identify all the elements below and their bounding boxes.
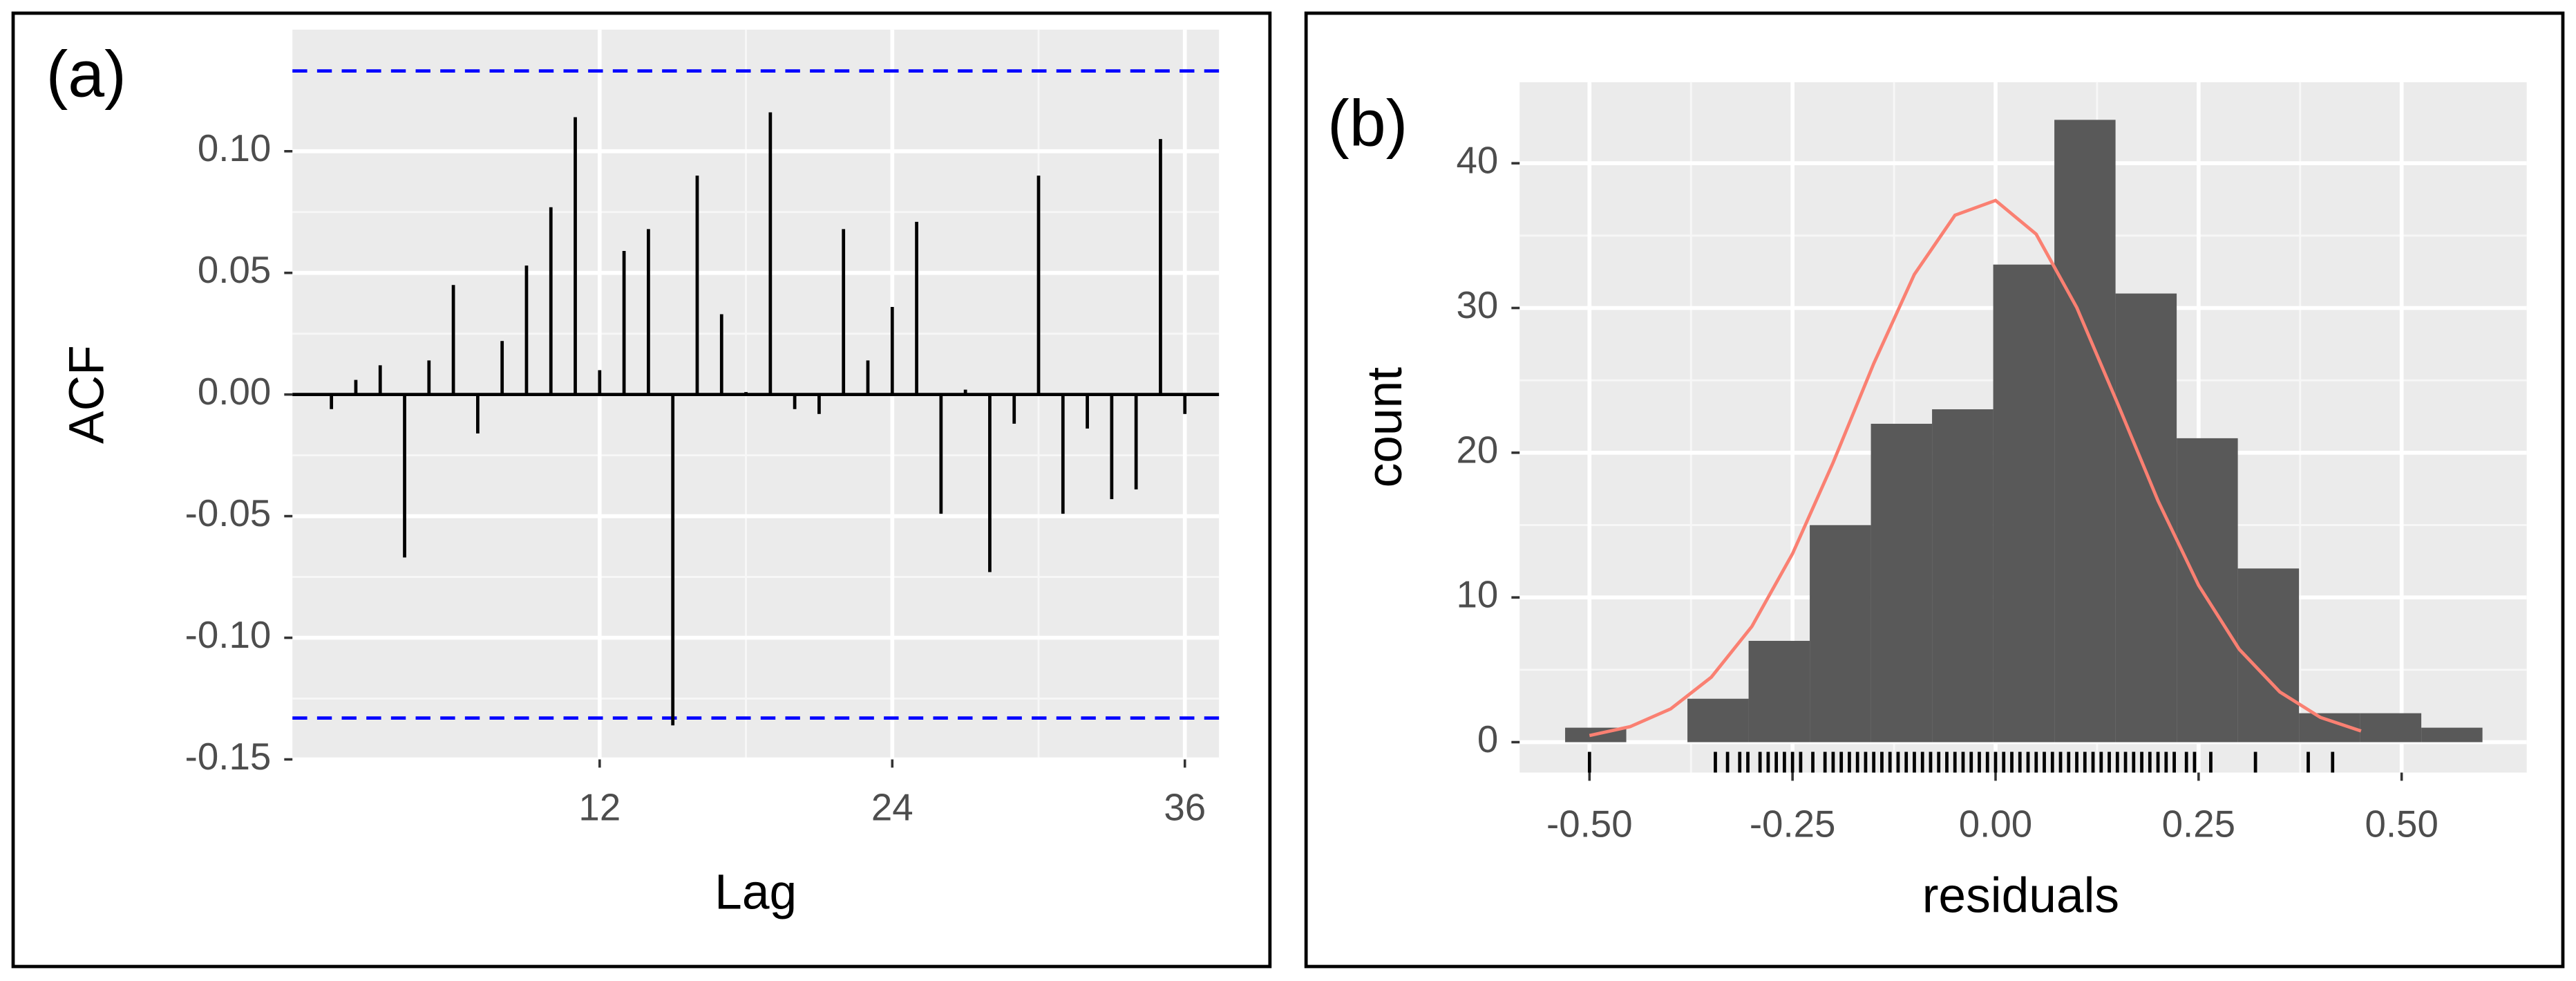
y-tick-label: 20 — [1457, 428, 1499, 471]
x-tick-label: 12 — [578, 786, 621, 829]
panel-frame — [1304, 11, 2565, 969]
y-tick-label: 30 — [1457, 283, 1499, 326]
histogram-bar — [1810, 525, 1871, 742]
x-tick-label: 36 — [1164, 786, 1206, 829]
histogram-bar — [2421, 727, 2483, 742]
histogram-bar — [2360, 713, 2422, 742]
y-tick-label: 10 — [1457, 573, 1499, 616]
x-tick-label: 0.50 — [2365, 802, 2438, 845]
panel-label: (a) — [46, 37, 126, 111]
histogram-bar — [2237, 568, 2300, 742]
y-tick-label: 0 — [1477, 718, 1498, 760]
panel-frame — [11, 11, 1272, 969]
x-axis-title: residuals — [1922, 868, 2119, 923]
panel-label: (b) — [1327, 87, 1408, 160]
y-tick-label: -0.10 — [185, 613, 272, 656]
histogram-bar — [2177, 438, 2238, 742]
histogram-bar — [1748, 640, 1810, 742]
y-tick-label: 0.10 — [198, 127, 271, 169]
histogram-bar — [1871, 423, 1933, 742]
y-tick-label: 40 — [1457, 139, 1499, 182]
histogram-bar — [2054, 120, 2116, 742]
density-curve — [1589, 198, 2362, 738]
x-tick-label: 0.00 — [1959, 802, 2032, 845]
y-tick-label: -0.15 — [185, 735, 272, 778]
y-tick-label: 0.00 — [198, 370, 271, 413]
y-tick-label: -0.05 — [185, 492, 272, 534]
x-tick-label: 24 — [871, 786, 913, 829]
y-axis-title: ACF — [59, 345, 115, 444]
x-tick-label: -0.50 — [1546, 802, 1633, 845]
histogram-bar — [1932, 409, 1993, 742]
histogram-bar — [1687, 698, 1749, 742]
x-tick-label: -0.25 — [1750, 802, 1836, 845]
y-tick-label: 0.05 — [198, 248, 271, 291]
x-tick-label: 0.25 — [2162, 802, 2235, 845]
y-axis-title: count — [1357, 367, 1412, 488]
histogram-bar — [1993, 264, 2055, 742]
x-axis-title: Lag — [714, 865, 797, 920]
